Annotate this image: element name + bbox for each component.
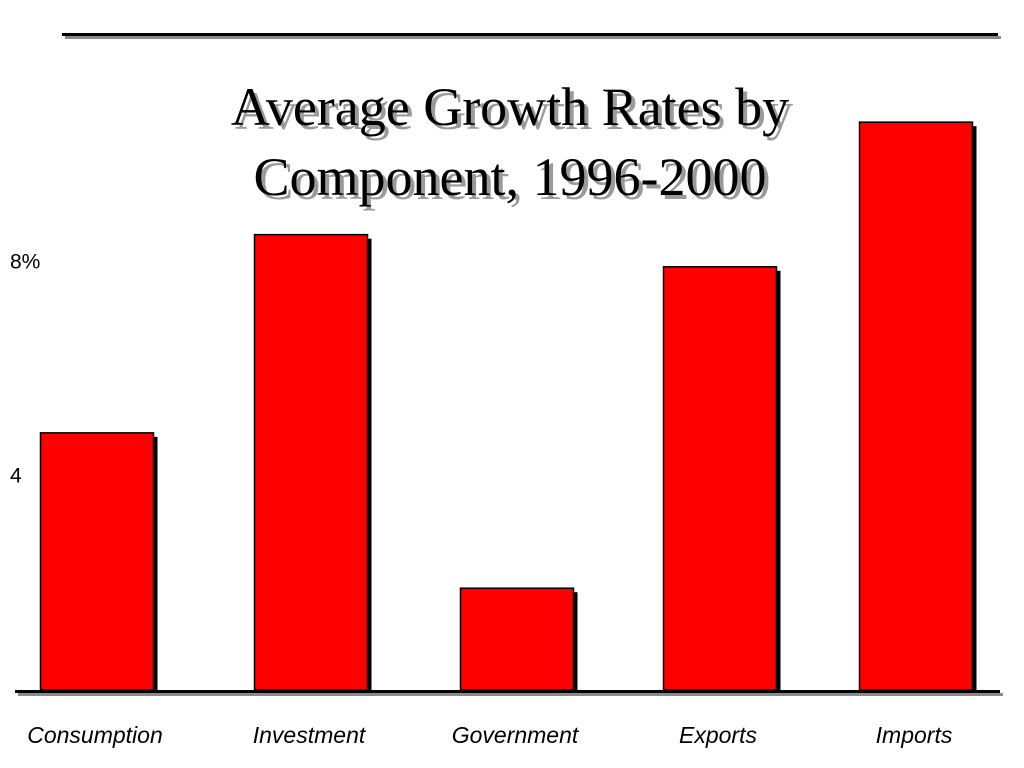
chart-title-line-1: Average Growth Rates by [230, 77, 790, 137]
y-tick-label: 4 [10, 465, 22, 488]
x-axis-line [15, 690, 1000, 693]
top-rule [62, 33, 998, 36]
bar-government [459, 587, 575, 691]
bar-exports [662, 266, 778, 691]
chart-title-line-2: Component, 1996-2000 [253, 147, 767, 207]
x-tick-label-investment: Investment [253, 722, 367, 748]
chart-title: Average Growth Rates by Component, 1996-… [100, 72, 920, 212]
x-tick-label-government: Government [452, 722, 580, 748]
x-tick-label-imports: Imports [876, 722, 953, 748]
x-tick-label-consumption: Consumption [27, 722, 163, 748]
x-tick-label-exports: Exports [679, 722, 757, 748]
y-tick-label: 8% [10, 250, 40, 273]
bar-consumption [39, 432, 155, 691]
bar-imports [858, 121, 974, 691]
bar-investment [253, 233, 369, 691]
x-axis-shadow [18, 693, 1003, 696]
